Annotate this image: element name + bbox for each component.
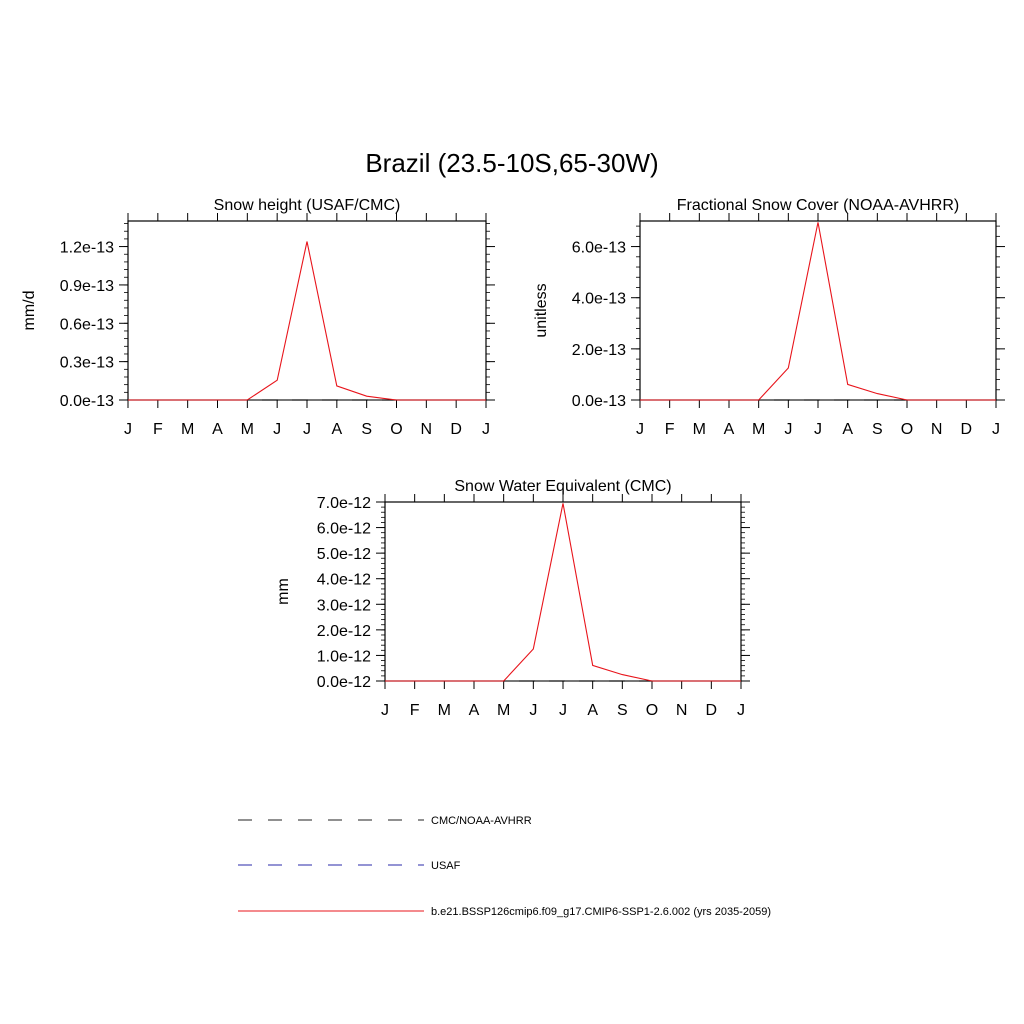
x-tick-label: J xyxy=(814,421,822,438)
x-tick-label: A xyxy=(587,702,598,719)
y-tick-label: 6.0e-12 xyxy=(317,521,371,538)
plot-frame xyxy=(384,501,742,682)
legend-label: CMC/NOAA-AVHRR xyxy=(431,815,532,827)
x-tick-label: N xyxy=(421,421,433,438)
x-tick-label: M xyxy=(497,702,510,719)
x-tick-label: O xyxy=(390,421,402,438)
x-tick-label: J xyxy=(482,421,490,438)
x-tick-label: O xyxy=(646,702,658,719)
x-tick-label: S xyxy=(361,421,372,438)
x-tick-label: A xyxy=(842,421,853,438)
chart-title: Fractional Snow Cover (NOAA-AVHRR) xyxy=(677,197,959,214)
x-tick-label: D xyxy=(450,421,462,438)
figure-title: Brazil (23.5-10S,65-30W) xyxy=(365,148,658,178)
y-axis-label: mm xyxy=(275,578,292,605)
x-tick-label: J xyxy=(784,421,792,438)
x-tick-label: J xyxy=(559,702,567,719)
x-tick-label: A xyxy=(331,421,342,438)
y-tick-label: 3.0e-12 xyxy=(317,597,371,614)
legend-item: b.e21.BSSP126cmip6.f09_g17.CMIP6-SSP1-2.… xyxy=(238,906,771,918)
y-tick-label: 1.2e-13 xyxy=(60,240,114,257)
x-tick-label: S xyxy=(872,421,883,438)
y-tick-label: 0.0e-13 xyxy=(572,393,626,410)
x-tick-label: A xyxy=(212,421,223,438)
y-tick-label: 1.0e-12 xyxy=(317,648,371,665)
legend-label: USAF xyxy=(431,860,461,872)
legend: CMC/NOAA-AVHRR USAF b.e21.BSSP126cmip6.f09… xyxy=(238,815,771,918)
x-tick-label: J xyxy=(737,702,745,719)
chart-panel-1: Snow height (USAF/CMC)mm/dJ F M A M J J A S O N D J0… xyxy=(21,197,495,438)
y-tick-label: 0.3e-13 xyxy=(60,355,114,372)
chart-title: Snow Water Equivalent (CMC) xyxy=(454,478,671,495)
x-tick-label: O xyxy=(901,421,913,438)
chart-title: Snow height (USAF/CMC) xyxy=(214,197,401,214)
x-tick-label: M xyxy=(181,421,194,438)
y-tick-label: 4.0e-12 xyxy=(317,572,371,589)
x-tick-label: S xyxy=(617,702,628,719)
x-tick-label: J xyxy=(303,421,311,438)
y-tick-label: 6.0e-13 xyxy=(572,240,626,257)
y-axis-label: mm/d xyxy=(21,291,38,331)
x-tick-label: J xyxy=(636,421,644,438)
chart-panels: Snow height (USAF/CMC)mm/dJ F M A M J J A S O N D J0… xyxy=(21,197,1005,719)
x-tick-label: M xyxy=(693,421,706,438)
y-tick-label: 2.0e-12 xyxy=(317,623,371,640)
series-line-solid-red xyxy=(385,503,741,682)
legend-item: CMC/NOAA-AVHRR xyxy=(238,815,532,827)
x-tick-label: J xyxy=(529,702,537,719)
x-tick-label: M xyxy=(241,421,254,438)
x-tick-label: M xyxy=(438,702,451,719)
y-tick-label: 7.0e-12 xyxy=(317,495,371,512)
x-tick-label: J xyxy=(273,421,281,438)
y-tick-label: 0.9e-13 xyxy=(60,278,114,295)
plot-frame xyxy=(127,220,487,401)
y-tick-label: 0.0e-12 xyxy=(317,674,371,691)
y-tick-label: 2.0e-13 xyxy=(572,342,626,359)
y-tick-label: 0.6e-13 xyxy=(60,316,114,333)
x-tick-label: J xyxy=(992,421,1000,438)
x-tick-label: N xyxy=(676,702,688,719)
legend-item: USAF xyxy=(238,860,461,872)
x-tick-label: A xyxy=(469,702,480,719)
x-tick-label: D xyxy=(961,421,973,438)
x-tick-label: J xyxy=(381,702,389,719)
y-tick-label: 0.0e-13 xyxy=(60,393,114,410)
x-tick-label: M xyxy=(752,421,765,438)
y-tick-label: 4.0e-13 xyxy=(572,291,626,308)
x-tick-label: F xyxy=(410,702,420,719)
series-line-solid-red xyxy=(640,222,996,401)
y-axis-label: unitless xyxy=(533,283,550,337)
plot-frame xyxy=(639,220,997,401)
chart-panel-2: Fractional Snow Cover (NOAA-AVHRR) unitle… xyxy=(533,197,1005,438)
x-tick-label: D xyxy=(706,702,718,719)
x-tick-label: N xyxy=(931,421,943,438)
x-tick-label: A xyxy=(724,421,735,438)
x-tick-label: F xyxy=(665,421,675,438)
x-tick-label: F xyxy=(153,421,163,438)
legend-label: b.e21.BSSP126cmip6.f09_g17.CMIP6-SSP1-2.… xyxy=(431,906,771,918)
series-line-solid-red xyxy=(128,241,486,401)
chart-panel-3: Snow Water Equivalent (CMC)mmJ F M A M J J A S O N… xyxy=(275,478,750,719)
y-tick-label: 5.0e-12 xyxy=(317,546,371,563)
x-tick-label: J xyxy=(124,421,132,438)
